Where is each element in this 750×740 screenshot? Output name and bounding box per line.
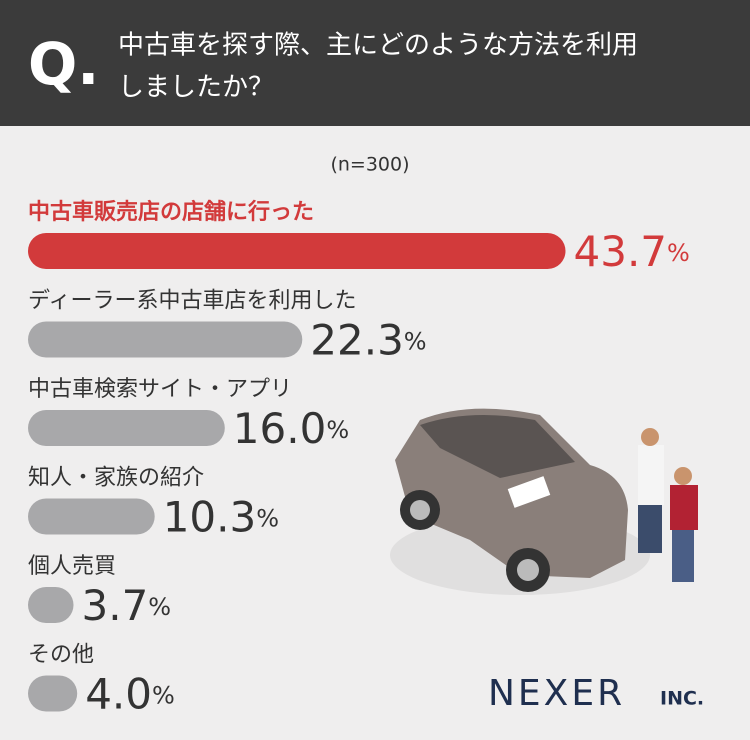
title-line: 中古車を探す際、主にどのような方法を利用 bbox=[118, 31, 638, 61]
value-unit: % bbox=[152, 682, 175, 710]
title-line: しましたか？ bbox=[118, 73, 274, 103]
category-label: 個人売買 bbox=[28, 554, 116, 579]
value-unit: % bbox=[667, 239, 690, 267]
value-number: 4.0 bbox=[85, 669, 152, 718]
value-number: 10.3 bbox=[163, 492, 257, 541]
category-label: 中古車販売店の店舗に行った bbox=[28, 199, 314, 225]
value-number: 22.3 bbox=[310, 315, 404, 364]
value-unit: % bbox=[256, 505, 279, 533]
value-label: 43.7% bbox=[574, 227, 690, 276]
category-label: ディーラー系中古車店を利用した bbox=[28, 289, 356, 314]
question-mark: Q. bbox=[28, 30, 99, 98]
bar bbox=[28, 675, 78, 712]
value-number: 16.0 bbox=[233, 404, 327, 453]
value-label: 22.3% bbox=[310, 315, 426, 364]
value-unit: % bbox=[148, 593, 171, 621]
category-label: その他 bbox=[28, 643, 94, 668]
brand-logo: NEXER bbox=[488, 673, 625, 714]
bar bbox=[28, 233, 566, 269]
car-illustration bbox=[390, 408, 698, 595]
header bbox=[0, 0, 750, 126]
category-label: 中古車検索サイト・アプリ bbox=[28, 377, 292, 402]
sample-note: (n=300) bbox=[330, 154, 409, 176]
bar bbox=[28, 587, 74, 623]
bar bbox=[28, 410, 225, 446]
bar bbox=[28, 321, 303, 358]
value-number: 43.7 bbox=[574, 227, 668, 276]
brand-suffix: INC. bbox=[660, 688, 704, 710]
value-unit: % bbox=[404, 328, 427, 356]
bar bbox=[28, 498, 155, 535]
category-label: 知人・家族の紹介 bbox=[28, 466, 204, 491]
value-label: 16.0% bbox=[233, 404, 349, 453]
value-unit: % bbox=[326, 416, 349, 444]
value-label: 3.7% bbox=[82, 581, 172, 630]
value-number: 3.7 bbox=[82, 581, 149, 630]
value-label: 4.0% bbox=[85, 669, 175, 718]
value-label: 10.3% bbox=[163, 492, 279, 541]
